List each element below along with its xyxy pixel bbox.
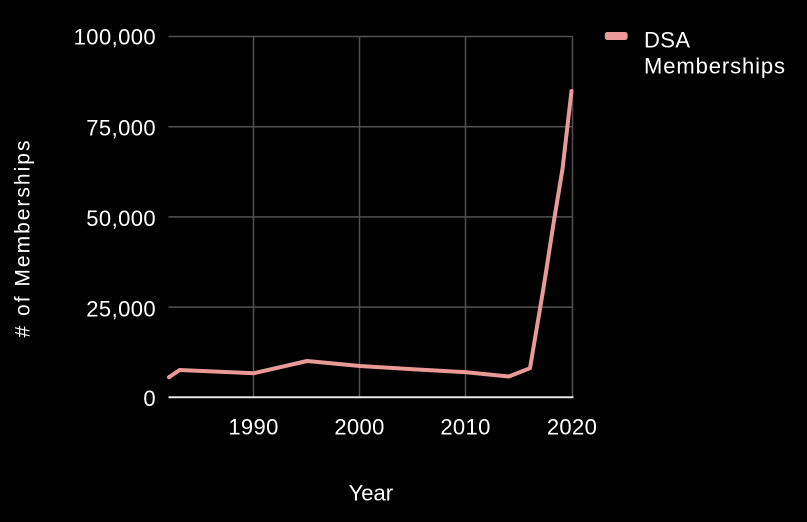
svg-text:25,000: 25,000	[86, 296, 156, 321]
svg-text:Year: Year	[349, 481, 393, 506]
svg-text:1990: 1990	[228, 415, 278, 440]
svg-text:100,000: 100,000	[74, 25, 156, 50]
svg-text:0: 0	[143, 386, 156, 411]
svg-text:2020: 2020	[547, 415, 597, 440]
svg-text:Memberships: Memberships	[644, 53, 786, 78]
svg-text:# of Memberships: # of Memberships	[12, 139, 35, 338]
svg-text:DSA: DSA	[644, 28, 690, 53]
svg-text:50,000: 50,000	[86, 206, 156, 231]
svg-text:2000: 2000	[334, 415, 384, 440]
svg-text:2010: 2010	[440, 415, 490, 440]
svg-text:75,000: 75,000	[86, 115, 156, 140]
